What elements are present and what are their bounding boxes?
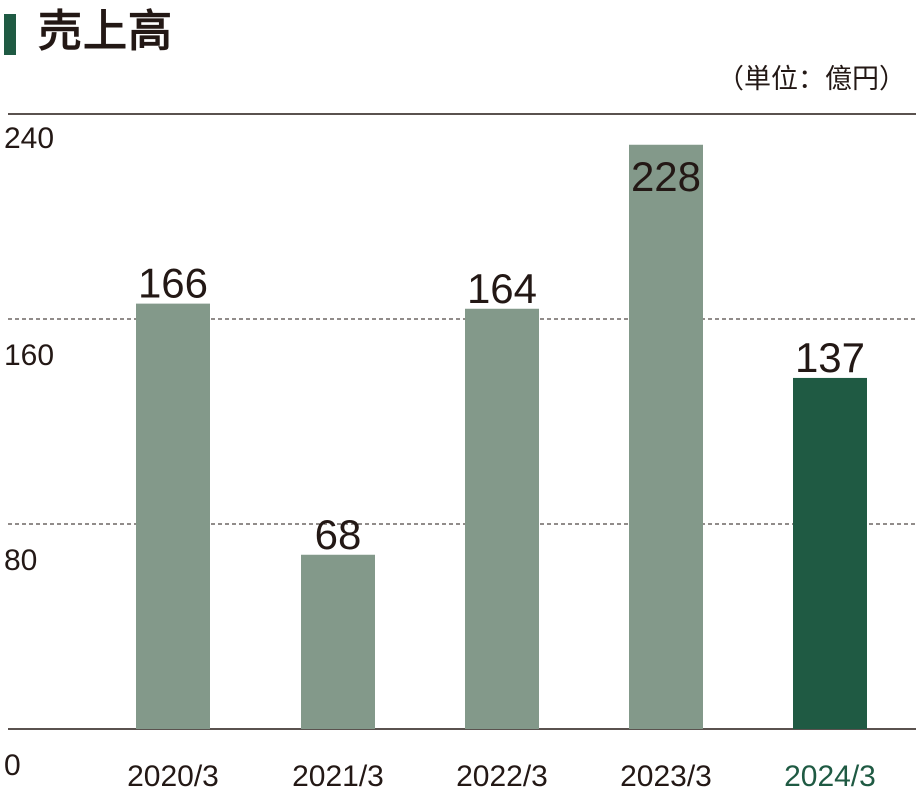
data-label: 166: [138, 260, 208, 307]
bar: [629, 144, 703, 729]
title-marker: [4, 14, 16, 55]
x-tick-label: 2022/3: [456, 760, 548, 793]
data-label: 228: [631, 153, 701, 200]
bar: [301, 554, 375, 729]
y-tick-label: 80: [4, 544, 37, 577]
bar: [465, 308, 539, 729]
unit-label: （単位：億円）: [717, 64, 906, 95]
y-tick-label: 0: [4, 749, 21, 782]
y-tick-label: 240: [4, 122, 54, 155]
chart-title: 売上高: [38, 6, 173, 57]
data-label: 68: [315, 511, 362, 558]
x-tick-label: 2024/3: [784, 760, 876, 793]
bar: [136, 303, 210, 729]
x-tick-label: 2020/3: [127, 760, 219, 793]
data-label: 164: [467, 265, 537, 312]
y-tick-label: 160: [4, 339, 54, 372]
bar: [793, 377, 867, 729]
x-tick-label: 2023/3: [620, 760, 712, 793]
data-label: 137: [795, 334, 865, 381]
x-tick-label: 2021/3: [292, 760, 384, 793]
